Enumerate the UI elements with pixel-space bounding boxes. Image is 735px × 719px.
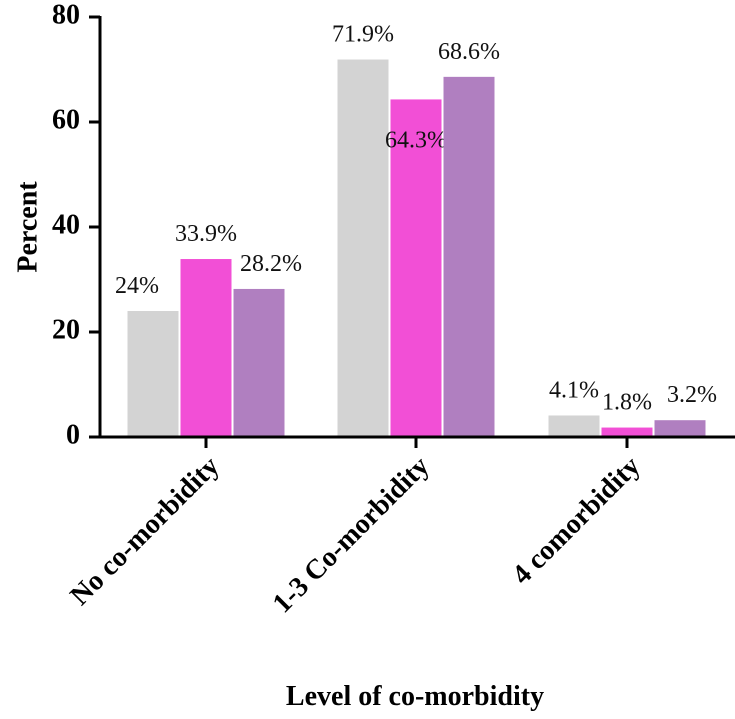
y-tick-label: 80 [52, 0, 80, 30]
bar [443, 76, 495, 437]
x-axis-title: Level of co-morbidity [286, 681, 544, 712]
value-label: 4.1% [549, 377, 599, 403]
value-label: 1.8% [602, 390, 652, 416]
y-tick-label: 20 [52, 314, 80, 345]
y-tick-label: 40 [52, 209, 80, 240]
value-label: 24% [115, 273, 159, 299]
value-label: 68.6% [438, 39, 500, 65]
x-tick-label: 4 comorbidity [506, 451, 646, 591]
bar [127, 311, 179, 437]
x-tick-label: 1-3 Co-morbidity [267, 451, 436, 620]
y-tick-label: 60 [52, 104, 80, 135]
value-label: 64.3% [385, 127, 447, 153]
value-label: 71.9% [332, 22, 394, 48]
bar [180, 259, 232, 437]
bar [390, 99, 442, 438]
bar [654, 420, 706, 437]
bar [601, 427, 653, 437]
bar [337, 59, 389, 438]
y-tick-label: 0 [66, 419, 80, 450]
value-label: 3.2% [667, 382, 717, 408]
bar [233, 288, 285, 437]
x-tick-label: No co-morbidity [64, 451, 225, 612]
bar [548, 415, 600, 437]
value-label: 28.2% [240, 251, 302, 277]
value-label: 33.9% [175, 221, 237, 247]
y-axis-title: Percent [12, 181, 43, 273]
